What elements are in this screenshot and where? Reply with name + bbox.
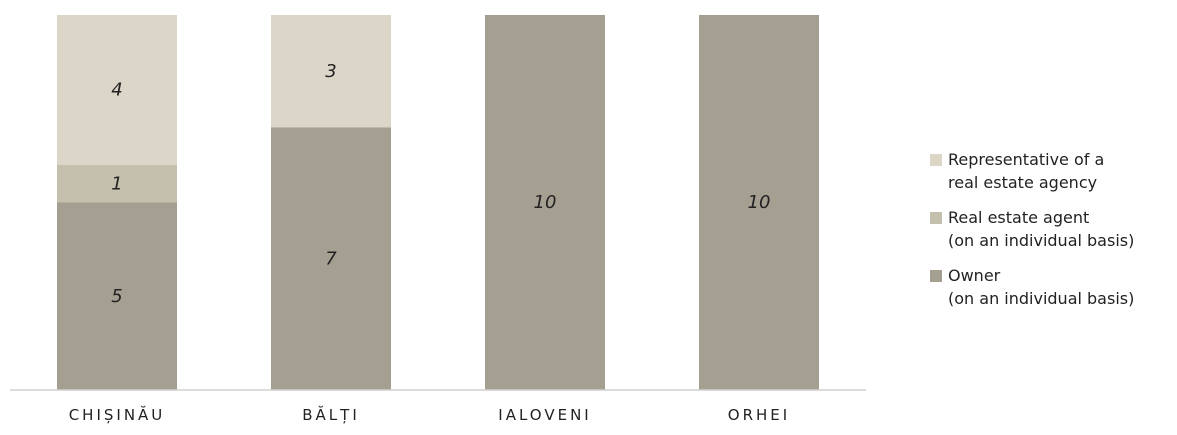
- legend-label-line: (on an individual basis): [948, 231, 1135, 250]
- x-tick-label: BĂLȚI: [302, 405, 360, 424]
- legend: Representative of a real estate agency R…: [929, 148, 1177, 322]
- x-tick-label: CHIȘINĂU: [69, 405, 166, 424]
- x-tick-label: IALOVENI: [498, 406, 591, 424]
- bar-segment: [271, 15, 391, 128]
- data-label: 3: [325, 61, 336, 82]
- data-label: 5: [111, 286, 122, 307]
- x-tick-label: ORHEI: [728, 406, 790, 424]
- bar-segment: [57, 15, 177, 165]
- data-label: 7: [325, 248, 337, 269]
- bar-segment: [485, 15, 605, 390]
- bar-segment: [57, 165, 177, 203]
- legend-swatch-owner: [930, 270, 942, 282]
- legend-item-owner: Owner (on an individual basis): [929, 264, 1177, 310]
- x-tick-labels-layer: CHIȘINĂU BĂLȚI IALOVENI ORHEI: [69, 405, 790, 424]
- legend-label-line: Owner: [948, 266, 1001, 285]
- legend-item-representative: Representative of a real estate agency: [929, 148, 1177, 194]
- legend-item-agent: Real estate agent (on an individual basi…: [929, 206, 1177, 252]
- data-label: 10: [534, 192, 557, 213]
- data-label: 1: [111, 173, 122, 194]
- legend-label-line: Representative of a: [948, 150, 1105, 169]
- bar-segment: [271, 127, 391, 390]
- bars-layer: [57, 15, 819, 390]
- bar-segment: [699, 15, 819, 390]
- data-labels-layer: 5 1 4 7 3 10 10: [111, 61, 770, 307]
- legend-label-line: real estate agency: [948, 173, 1098, 192]
- legend-swatch-representative: [930, 154, 942, 166]
- data-label: 10: [748, 192, 771, 213]
- data-label: 4: [111, 80, 122, 101]
- legend-label-line: Real estate agent: [948, 208, 1090, 227]
- legend-swatch-agent: [930, 212, 942, 224]
- bar-segment: [57, 202, 177, 390]
- legend-label-line: (on an individual basis): [948, 289, 1135, 308]
